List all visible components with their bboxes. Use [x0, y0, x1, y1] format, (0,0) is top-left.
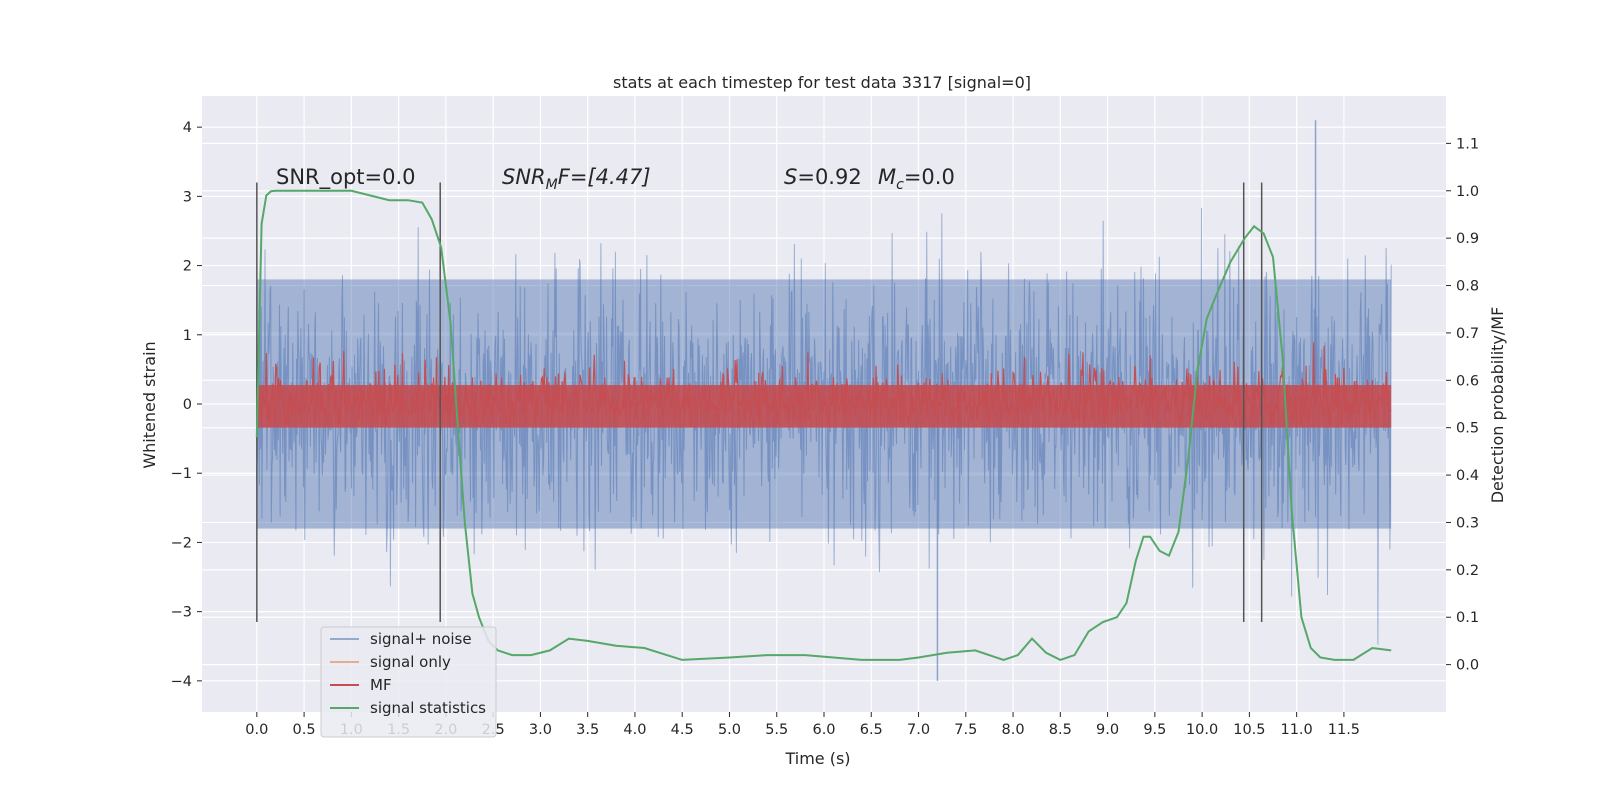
- x-tick-label-16: 8.0: [1002, 722, 1025, 738]
- y2-tick-label-9: 0.2: [1456, 563, 1479, 579]
- annotation-snr-mf-base: SNR: [502, 165, 546, 189]
- annotation-s-label: S: [784, 165, 797, 189]
- x-tick-label-11: 5.5: [765, 722, 788, 738]
- y-axis-label: Whitened strain: [140, 341, 159, 468]
- mf-line: [256, 342, 1392, 428]
- y2-tick-label-2: 0.9: [1456, 231, 1479, 247]
- y-tick-label-5: −1: [171, 466, 192, 482]
- y2-tick-label-10: 0.1: [1456, 610, 1479, 626]
- annotation-snr-mf-sub: M: [546, 177, 558, 193]
- y-axis-ticks: 4 3 2 1 0 −1 −2 −3 −4: [171, 120, 202, 690]
- x-tick-label-7: 3.5: [576, 722, 599, 738]
- x-tick-label-22: 11.0: [1280, 722, 1312, 738]
- y2-tick-label-8: 0.3: [1456, 515, 1479, 531]
- vertical-markers: [256, 182, 1263, 623]
- legend-label-signal-only: signal only: [370, 653, 451, 671]
- x-axis-ticks: 0.00.51.01.52.02.53.03.54.04.55.05.56.06…: [245, 712, 1360, 738]
- y-tick-label-3: 1: [183, 328, 192, 344]
- x-tick-label-0: 0.0: [245, 722, 268, 738]
- x-tick-label-23: 11.5: [1328, 722, 1360, 738]
- annotation-mc-value: =0.0: [904, 165, 955, 189]
- signal-statistics-series: [255, 189, 1392, 661]
- annotation-s: S=0.92: [784, 165, 862, 189]
- y2-tick-label-6: 0.5: [1456, 421, 1479, 437]
- y-tick-label-1: 3: [183, 189, 192, 205]
- legend-label-signal-statistics: signal statistics: [370, 699, 486, 717]
- y-tick-label-7: −3: [171, 605, 192, 621]
- y2-tick-label-11: 0.0: [1456, 658, 1479, 674]
- annotation-mc-sub: c: [896, 177, 904, 193]
- chart-title: stats at each timestep for test data 331…: [613, 73, 1031, 92]
- annotation-mc-base: M: [878, 165, 896, 189]
- legend-label-signal-noise: signal+ noise: [370, 630, 472, 648]
- x-tick-label-19: 9.5: [1143, 722, 1166, 738]
- x-axis-label: Time (s): [784, 749, 850, 768]
- x-tick-label-1: 0.5: [293, 722, 316, 738]
- y2-tick-label-4: 0.7: [1456, 326, 1479, 342]
- y2-tick-label-7: 0.4: [1456, 468, 1479, 484]
- legend-frame: [320, 626, 497, 738]
- annotation-mc: Mc=0.0: [878, 165, 955, 193]
- annotation-snr-mf-rest: F=[4.47]: [558, 165, 651, 189]
- x-tick-label-13: 6.5: [860, 722, 883, 738]
- x-tick-label-18: 9.0: [1096, 722, 1119, 738]
- annotation-snr-opt: SNR_opt=0.0: [276, 165, 416, 190]
- annotation-s-value: =0.92: [797, 165, 861, 189]
- y-tick-label-4: 0: [183, 397, 192, 413]
- x-tick-label-20: 10.0: [1186, 722, 1218, 738]
- annotation-snr-mf: SNRMF=[4.47]: [502, 165, 651, 193]
- x-tick-label-21: 10.5: [1233, 722, 1265, 738]
- y-tick-label-6: −2: [171, 535, 192, 551]
- y2-tick-label-0: 1.1: [1456, 136, 1479, 152]
- y-tick-label-0: 4: [183, 120, 192, 136]
- x-tick-label-10: 5.0: [718, 722, 741, 738]
- mf-series: [256, 342, 1392, 428]
- x-tick-label-17: 8.5: [1049, 722, 1072, 738]
- x-tick-label-6: 3.0: [529, 722, 552, 738]
- x-tick-label-12: 6.0: [812, 722, 835, 738]
- x-tick-label-14: 7.0: [907, 722, 930, 738]
- legend-label-mf: MF: [370, 676, 392, 694]
- signal-noise-line: [256, 207, 1392, 645]
- x-tick-label-9: 4.5: [671, 722, 694, 738]
- x-tick-label-8: 4.0: [623, 722, 646, 738]
- x-tick-label-15: 7.5: [954, 722, 977, 738]
- y2-tick-label-1: 1.0: [1456, 184, 1479, 200]
- y-tick-label-2: 2: [183, 259, 192, 275]
- y2-axis-ticks: 1.1 1.0 0.9 0.8 0.7 0.6 0.5 0.4 0.3 0.2 0.1 0.0: [1446, 136, 1479, 674]
- signal-statistics-line: [255, 189, 1392, 661]
- y2-tick-label-3: 0.8: [1456, 279, 1479, 295]
- y2-tick-label-5: 0.6: [1456, 373, 1479, 389]
- legend: signal+ noise signal only MF signal stat…: [320, 626, 497, 738]
- y-tick-label-8: −4: [171, 674, 192, 690]
- y2-axis-label: Detection probability/MF: [1488, 307, 1507, 504]
